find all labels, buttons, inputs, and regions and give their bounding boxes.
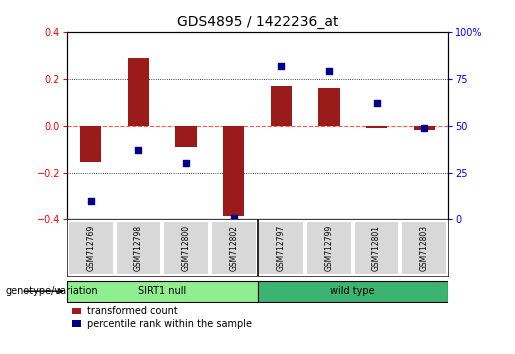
Text: GSM712801: GSM712801	[372, 225, 381, 271]
FancyBboxPatch shape	[115, 221, 161, 275]
Point	[277, 63, 285, 68]
Text: GSM712799: GSM712799	[324, 225, 333, 271]
Bar	[128, 58, 149, 126]
Text: GSM712769: GSM712769	[87, 225, 95, 271]
FancyBboxPatch shape	[258, 281, 448, 302]
Point	[134, 147, 143, 153]
FancyBboxPatch shape	[354, 221, 400, 275]
Point	[420, 125, 428, 130]
Title: GDS4895 / 1422236_at: GDS4895 / 1422236_at	[177, 16, 338, 29]
Text: SIRT1 null: SIRT1 null	[138, 286, 186, 296]
Bar	[366, 126, 387, 128]
Point	[325, 68, 333, 74]
Text: GSM712797: GSM712797	[277, 225, 286, 271]
FancyBboxPatch shape	[163, 221, 209, 275]
Point	[372, 100, 381, 106]
Text: percentile rank within the sample: percentile rank within the sample	[87, 319, 251, 329]
Text: GSM712798: GSM712798	[134, 225, 143, 271]
FancyBboxPatch shape	[68, 221, 114, 275]
Point	[230, 215, 238, 221]
Text: GSM712800: GSM712800	[182, 225, 191, 271]
FancyBboxPatch shape	[306, 221, 352, 275]
Text: transformed count: transformed count	[87, 306, 177, 316]
FancyBboxPatch shape	[67, 281, 258, 302]
Bar	[223, 126, 245, 216]
FancyBboxPatch shape	[259, 221, 304, 275]
Text: GSM712802: GSM712802	[229, 225, 238, 271]
Text: genotype/variation: genotype/variation	[5, 286, 98, 296]
FancyBboxPatch shape	[401, 221, 447, 275]
FancyBboxPatch shape	[211, 221, 256, 275]
Text: wild type: wild type	[331, 286, 375, 296]
Text: GSM712803: GSM712803	[420, 225, 428, 271]
Bar	[414, 126, 435, 130]
Point	[87, 198, 95, 204]
Bar	[270, 86, 292, 126]
Bar	[175, 126, 197, 147]
Bar	[80, 126, 101, 162]
Point	[182, 160, 190, 166]
Bar	[318, 88, 340, 126]
